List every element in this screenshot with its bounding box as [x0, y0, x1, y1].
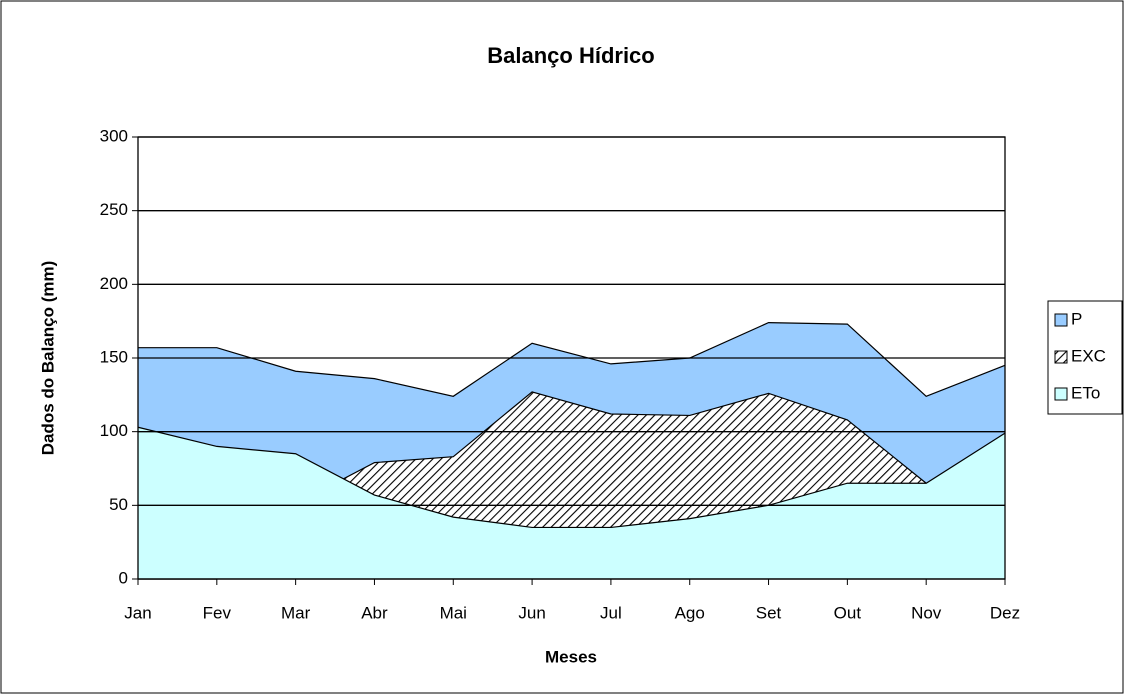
- x-tick-label: Nov: [911, 603, 942, 622]
- x-tick-label: Abr: [361, 603, 388, 622]
- y-tick-label: 150: [100, 347, 128, 366]
- y-tick-label: 300: [100, 126, 128, 145]
- x-tick-label: Out: [834, 603, 862, 622]
- x-tick-label: Jun: [518, 603, 545, 622]
- y-tick-label: 50: [109, 495, 128, 514]
- y-tick-label: 0: [119, 568, 128, 587]
- legend-label: EXC: [1071, 346, 1106, 365]
- x-axis-label: Meses: [545, 647, 597, 666]
- legend-label: P: [1071, 309, 1082, 328]
- legend-label: ETo: [1071, 383, 1100, 402]
- x-tick-label: Jan: [124, 603, 151, 622]
- plot-frame: [137, 136, 1006, 580]
- x-tick-label: Mar: [281, 603, 311, 622]
- x-tick-label: Set: [756, 603, 782, 622]
- x-tick-label: Jul: [600, 603, 622, 622]
- x-tick-label: Dez: [990, 603, 1020, 622]
- y-axis-label: Dados do Balanço (mm): [38, 261, 57, 456]
- legend-swatch: [1054, 313, 1068, 327]
- area-outline: [138, 322, 1006, 398]
- legend-swatch: [1054, 350, 1068, 364]
- x-tick-label: Ago: [675, 603, 705, 622]
- x-tick-label: Mai: [440, 603, 467, 622]
- area: [138, 427, 1005, 579]
- legend-swatch: [1054, 387, 1068, 401]
- y-tick-label: 200: [100, 274, 128, 293]
- area-outline: [137, 426, 1006, 529]
- y-tick-label: 250: [100, 200, 128, 219]
- x-tick-label: Fev: [203, 603, 232, 622]
- y-tick-label: 100: [100, 421, 128, 440]
- chart-title: Balanço Hídrico: [487, 43, 654, 68]
